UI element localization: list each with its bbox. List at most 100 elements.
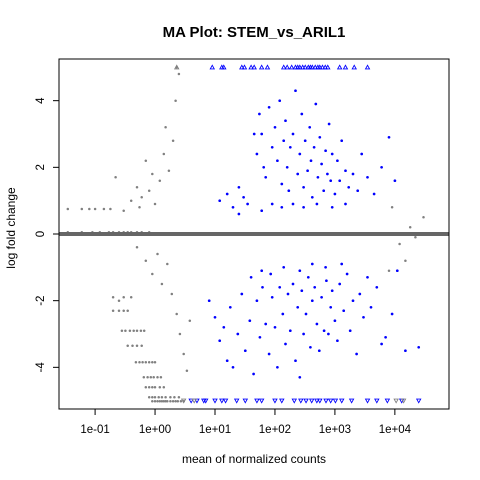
nonsignificant-point: [132, 329, 135, 332]
significant-point: [310, 195, 314, 199]
significant-point: [273, 125, 277, 129]
nonsignificant-point: [135, 246, 139, 249]
nonsignificant-point: [122, 309, 125, 312]
significant-point: [330, 152, 334, 156]
nonsignificant-point: [156, 252, 159, 256]
significant-point: [362, 315, 365, 319]
significant-point: [303, 139, 307, 143]
nonsignificant-point: [138, 361, 141, 364]
significant-point: [326, 172, 329, 176]
significant-point: [309, 159, 313, 163]
significant-point: [231, 365, 235, 369]
significant-point: [261, 285, 264, 289]
significant-point: [360, 152, 364, 156]
significant-point: [348, 329, 352, 333]
nonsignificant-point: [80, 207, 84, 211]
nonsignificant-point: [146, 376, 149, 379]
significant-point: [320, 295, 323, 299]
nonsignificant-point: [177, 72, 181, 76]
significant-point: [358, 292, 362, 296]
clipped-down-marker: [374, 398, 380, 404]
nonsignificant-point: [138, 206, 141, 209]
clipped-down-marker: [332, 398, 339, 404]
significant-point: [393, 179, 397, 183]
nonsignificant-point: [142, 329, 146, 332]
nonsignificant-point: [102, 207, 106, 211]
nonsignificant-point: [151, 172, 154, 176]
nonsignificant-point: [135, 186, 139, 189]
significant-point: [315, 202, 319, 206]
significant-point: [260, 132, 264, 136]
clipped-up-marker: [312, 64, 319, 70]
nonsignificant-point: [160, 396, 164, 399]
nonsignificant-point: [147, 396, 151, 399]
clipped-down-marker: [298, 398, 304, 404]
significant-point: [380, 165, 383, 169]
significant-point: [298, 269, 302, 273]
nonsignificant-point: [142, 376, 146, 379]
significant-point: [269, 272, 273, 276]
nonsignificant-point: [140, 196, 143, 199]
significant-point: [327, 122, 331, 126]
clipped-down-marker: [219, 398, 225, 404]
significant-point: [260, 209, 264, 213]
significant-point: [375, 285, 379, 289]
significant-point: [329, 179, 333, 183]
nonsignificant-point: [164, 126, 167, 129]
x-tick-label: 1e+03: [319, 424, 351, 436]
nonsignificant-point: [117, 309, 121, 312]
nonsignificant-point: [122, 296, 125, 299]
clipped-up-marker: [264, 64, 271, 70]
nonsignificant-point: [126, 344, 129, 347]
nonsignificant-point: [156, 376, 159, 379]
significant-point: [330, 205, 334, 209]
significant-point: [304, 312, 308, 316]
significant-point: [300, 112, 304, 116]
significant-point: [390, 312, 394, 316]
plot-region: [59, 64, 449, 404]
nonsignificant-point: [141, 361, 144, 364]
nonsignificant-point: [173, 396, 176, 399]
nonsignificant-point: [120, 329, 124, 332]
nonsignificant-point: [151, 400, 154, 403]
significant-point: [296, 172, 300, 176]
y-tick-label: -4: [35, 362, 47, 373]
nonsignificant-point: [144, 361, 148, 364]
nonsignificant-point: [153, 400, 157, 403]
significant-point: [338, 282, 342, 286]
nonsignificant-point: [66, 207, 70, 211]
significant-point: [240, 292, 244, 296]
significant-point: [281, 312, 285, 316]
significant-point: [291, 132, 295, 136]
nonsignificant-point: [131, 344, 134, 347]
chart-title: MA Plot: STEM_vs_ARIL1: [163, 24, 346, 41]
nonsignificant-point: [114, 176, 117, 179]
nonsignificant-point: [144, 159, 148, 162]
significant-point: [264, 322, 268, 326]
nonsignificant-point: [126, 309, 129, 312]
significant-point: [243, 349, 247, 353]
significant-point: [218, 339, 222, 343]
significant-point: [242, 195, 245, 199]
clipped-down-marker: [258, 398, 265, 404]
nonsignificant-point: [164, 396, 167, 399]
significant-point: [225, 192, 229, 196]
significant-point: [282, 139, 286, 143]
significant-point: [336, 159, 339, 163]
significant-point: [302, 205, 305, 209]
x-axis: 1e-01 1e+00 1e+01 1e+02 1e+03 1e+04: [80, 408, 412, 436]
significant-point: [213, 315, 217, 319]
clipped-down-marker: [222, 398, 229, 404]
nonsignificant-point: [144, 259, 148, 262]
x-tick-label: 1e+01: [199, 424, 231, 436]
significant-point: [280, 205, 284, 209]
clipped-down-marker: [327, 398, 334, 404]
nonsignificant-point: [147, 386, 151, 389]
significant-point: [302, 332, 305, 336]
significant-point: [298, 375, 302, 379]
significant-point: [264, 175, 268, 179]
significant-point: [312, 145, 316, 149]
x-tick-label: 1e+00: [139, 424, 171, 436]
nonsignificant-point: [178, 332, 182, 336]
significant-point: [228, 305, 232, 309]
